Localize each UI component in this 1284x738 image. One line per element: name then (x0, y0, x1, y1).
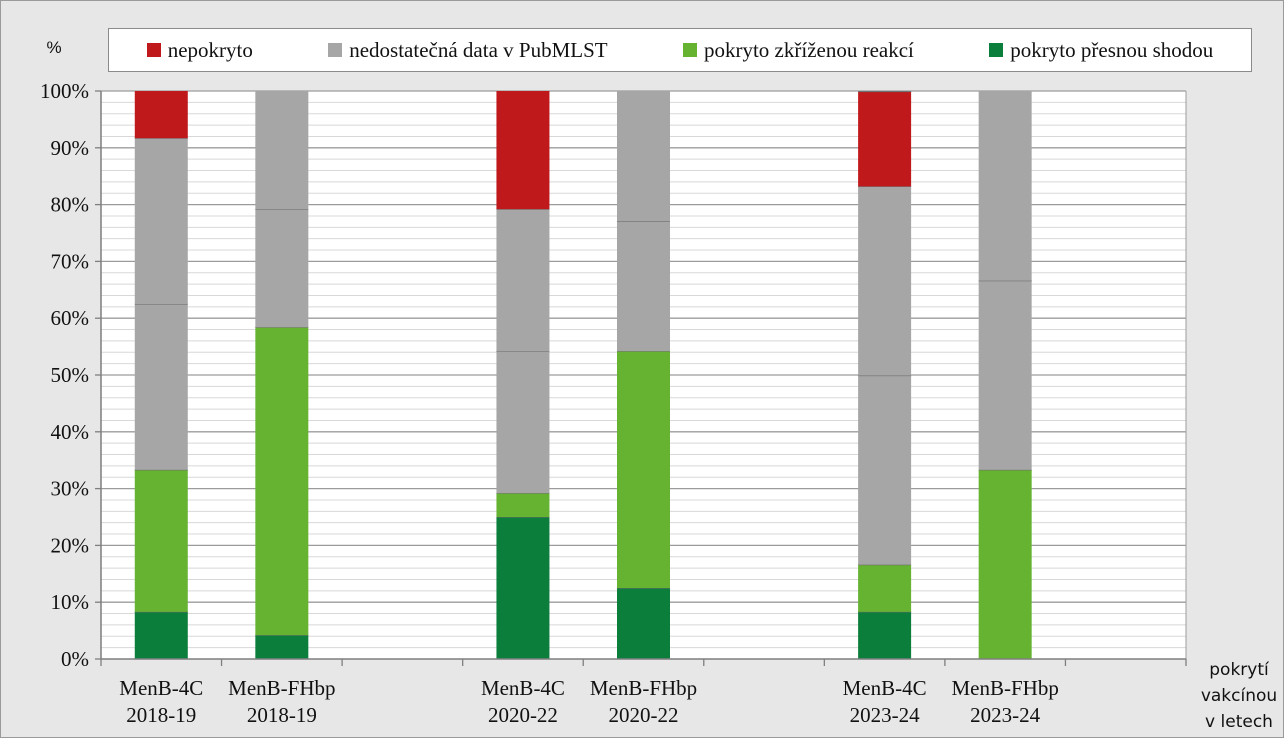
bar-segment-pokryto-zkrizenou-reakci (134, 469, 188, 612)
bar-segment-pokryto-presnou-shodou (858, 611, 912, 659)
y-tick-label: 20% (51, 533, 90, 557)
x-tick-label: MenB-4C 2018-19 (119, 676, 203, 727)
bar-segment-nedostatecna-data-v-pubmlst (617, 221, 670, 352)
y-tick-label: 100% (40, 79, 89, 103)
y-tick-label: 50% (51, 363, 90, 387)
legend-label: pokryto zkříženou reakcí (703, 37, 914, 62)
bar-segment-nedostatecna-data-v-pubmlst (496, 351, 550, 494)
legend-swatch (682, 43, 697, 57)
x-tick-label: MenB-FHbp 2023-24 (951, 676, 1058, 727)
legend-swatch (146, 43, 161, 57)
legend-label: pokryto přesnou shodou (1010, 37, 1214, 62)
x-tick-label: MenB-FHbp 2018-19 (228, 676, 335, 727)
y-tick-label: 90% (51, 136, 90, 160)
bar-segment-pokryto-presnou-shodou (134, 611, 188, 659)
bar-segment-nedostatecna-data-v-pubmlst (134, 138, 188, 304)
bar-segment-nedostatecna-data-v-pubmlst (978, 280, 1032, 470)
legend-swatch (328, 43, 343, 57)
bar-segment-nepokryto (496, 91, 550, 210)
x-tick-label: MenB-4C 2020-22 (481, 676, 565, 727)
bar-segment-pokryto-zkrizenou-reakci (496, 493, 550, 517)
y-tick-label: 60% (51, 306, 90, 330)
bar-segment-pokryto-zkrizenou-reakci (255, 327, 309, 636)
legend-swatch (989, 43, 1004, 57)
bar-segment-nedostatecna-data-v-pubmlst (255, 209, 309, 328)
bar-segment-nedostatecna-data-v-pubmlst (134, 304, 188, 470)
bar-segment-nedostatecna-data-v-pubmlst (978, 91, 1032, 281)
y-tick-label: 70% (51, 249, 90, 273)
legend-item-pokryto-presnou-shodou: pokryto přesnou shodou (989, 38, 1213, 63)
x-axis-title: pokrytí vakcínou v letech (1201, 660, 1277, 732)
y-tick-label: 40% (51, 420, 90, 444)
bar-segment-nedostatecna-data-v-pubmlst (496, 209, 550, 352)
x-tick-label: MenB-4C 2023-24 (843, 676, 927, 727)
bar-segment-pokryto-presnou-shodou (255, 635, 309, 659)
bar-segment-pokryto-presnou-shodou (496, 517, 550, 659)
legend-label: nedostatečná data v PubMLST (349, 37, 608, 62)
y-tick-label: 10% (51, 590, 90, 614)
y-axis-unit: % (46, 38, 61, 57)
legend-item-nepokryto: nepokryto (146, 37, 253, 63)
legend-item-nedostatecna-data-v-pubmlst: nedostatečná data v PubMLST (328, 37, 608, 63)
chart-legend: nepokryto nedostatečná data v PubMLST pokr… (108, 28, 1252, 72)
bar-segment-nedostatecna-data-v-pubmlst (617, 91, 670, 222)
bar-segment-nedostatecna-data-v-pubmlst (858, 375, 912, 565)
y-tick-label: 30% (51, 477, 90, 501)
y-tick-label: 0% (61, 647, 89, 671)
bar-segment-pokryto-zkrizenou-reakci (617, 351, 670, 588)
y-tick-label: 80% (51, 193, 90, 217)
bar-segment-nedostatecna-data-v-pubmlst (255, 91, 309, 210)
bar-segment-pokryto-zkrizenou-reakci (978, 469, 1032, 659)
bar-segment-nepokryto (134, 91, 188, 139)
bar-segment-pokryto-presnou-shodou (617, 588, 670, 659)
legend-label: nepokryto (167, 37, 253, 62)
bar-segment-nepokryto (858, 91, 912, 187)
bar-segment-nedostatecna-data-v-pubmlst (858, 186, 912, 376)
bar-segment-pokryto-zkrizenou-reakci (858, 564, 912, 612)
legend-item-pokryto-zkrizenou-reakci: pokryto zkříženou reakcí (682, 37, 914, 63)
x-tick-label: MenB-FHbp 2020-22 (590, 676, 697, 727)
